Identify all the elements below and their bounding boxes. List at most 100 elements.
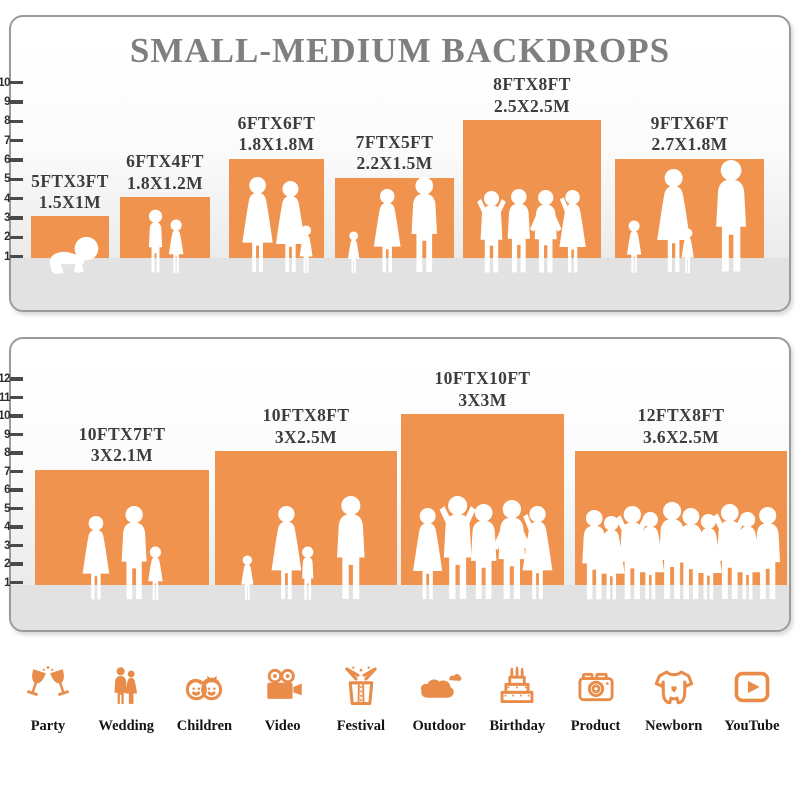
y-axis-tick-mark [10,506,23,511]
category-children: Children [166,658,242,768]
size-meters: 2.2X1.5M [356,153,433,174]
y-axis-tick-label: 8 [4,115,10,128]
backdrop-size-label: 5FTX3FT 1.5X1M [31,171,109,214]
size-meters: 1.8X1.8M [238,134,315,155]
y-axis-tick-label: 2 [4,558,10,570]
children-faces-icon [181,658,227,710]
category-icon-row: Party Wedding Children [0,658,800,768]
category-birthday: Birthday [479,658,555,768]
backdrop-size-label: 7FTX5FT 2.2X1.5M [356,132,434,175]
y-axis-tick-mark [10,177,23,181]
y-axis-tick-label: 7 [4,134,10,147]
category-label: Newborn [645,718,703,734]
size-feet: 10FTX7FT [78,423,166,444]
backdrop-size-label: 10FTX7FT 3X2.1M [79,424,166,467]
y-axis-tick-label: 6 [4,154,10,166]
people-silhouette [237,496,375,607]
birthday-cake-icon [494,658,540,710]
y-axis-tick-label: 4 [4,192,10,205]
backdrop-size-label: 6FTX6FT 1.8X1.8M [238,113,316,156]
people-silhouette [141,209,189,280]
category-label: Children [176,718,233,734]
y-axis-tick-label: 3 [4,539,10,552]
y-axis-tick-mark [10,119,23,124]
size-feet: 7FTX5FT [355,132,434,153]
size-meters: 3X3M [458,389,507,410]
category-label: Product [570,718,621,734]
backdrop-size-label: 8FTX8FT 2.5X2.5M [493,74,571,117]
y-axis-tick-label: 2 [4,231,10,244]
backdrop-size-label: 6FTX4FT 1.8X1.2M [126,151,204,194]
people-silhouette [622,159,757,280]
y-axis-tick-label: 10 [0,410,10,422]
wedding-couple-icon [103,658,149,710]
y-axis-tick-label: 7 [4,465,10,478]
y-axis-tick-label: 1 [4,576,10,589]
people-silhouette [344,176,446,280]
backdrop-size-label: 10FTX10FT 3X3M [435,368,531,411]
y-axis-tick-label: 8 [4,447,10,459]
y-axis-tick-label: 3 [4,211,10,224]
category-label: YouTube [724,718,780,734]
backdrop-bar [35,469,209,585]
y-axis-tick-mark [10,469,23,474]
y-axis-tick-mark [10,580,23,585]
category-label: Festival [336,718,386,734]
size-meters: 2.7X1.8M [651,134,728,155]
y-axis-tick-mark [10,81,23,85]
product-camera-icon [573,658,619,710]
y-axis-tick-mark [10,235,23,239]
page-title: SMALL-MEDIUM BACKDROPS [129,31,671,70]
y-axis-tick-label: 12 [0,373,10,385]
size-feet: 6FTX4FT [126,151,204,172]
y-axis-tick-mark [10,216,23,220]
category-festival: Festival [323,658,399,768]
y-axis-tick-mark [10,432,23,437]
backdrop-size-label: 10FTX8FT 3X2.5M [263,405,350,448]
y-axis-tick-mark [10,158,23,162]
y-axis-tick-mark [10,488,23,492]
large-chart-card: 10FTX7FT 3X2.1M 10FTX8FT 3X2.5M 10FTX10FT 3X3… [9,337,791,632]
size-meters: 3X2.1M [90,445,154,466]
y-axis-tick-mark [10,562,23,566]
y-axis-tick-label: 5 [4,502,10,515]
newborn-onesie-icon [651,658,697,710]
y-axis-tick-mark [10,451,23,455]
y-axis-tick-label: 5 [4,173,10,186]
y-axis-tick-label: 6 [4,484,10,496]
category-label: Video [264,718,301,734]
small-medium-chart-card: SMALL-MEDIUM BACKDROPS 5FTX3FT 1.5X1M 6FTX… [9,15,791,312]
floor-shadow-band [11,258,789,310]
category-youtube: YouTube [714,658,790,768]
size-meters: 1.8X1.2M [126,172,204,193]
youtube-play-icon [729,658,775,710]
y-axis-tick-mark [10,196,23,201]
party-glasses-icon [25,658,71,710]
size-feet: 6FTX6FT [237,112,316,133]
y-axis-tick-mark [10,414,23,418]
y-axis-tick-mark [10,100,23,104]
category-product: Product [558,658,634,768]
category-label: Birthday [489,718,546,734]
size-meters: 3X2.5M [274,426,338,447]
y-axis-tick-mark [10,254,23,259]
y-axis-tick-label: 4 [4,521,10,533]
size-meters: 3.6X2.5M [642,426,720,447]
size-feet: 5FTX3FT [31,170,109,191]
festival-gift-icon [338,658,384,710]
y-axis-tick-mark [10,139,23,143]
category-outdoor: Outdoor [401,658,477,768]
category-wedding: Wedding [88,658,164,768]
category-label: Wedding [98,718,155,734]
size-meters: 2.5X2.5M [493,95,571,116]
category-newborn: Newborn [636,658,712,768]
category-label: Outdoor [412,718,466,734]
size-meters: 1.5X1M [38,192,102,213]
y-axis-tick-label: 10 [0,76,10,89]
y-axis-tick-mark [10,377,23,381]
size-feet: 10FTX8FT [262,405,350,426]
people-silhouette [407,496,559,607]
backdrop-bar [120,197,210,258]
backdrop-size-label: 9FTX6FT 2.7X1.8M [651,113,729,156]
